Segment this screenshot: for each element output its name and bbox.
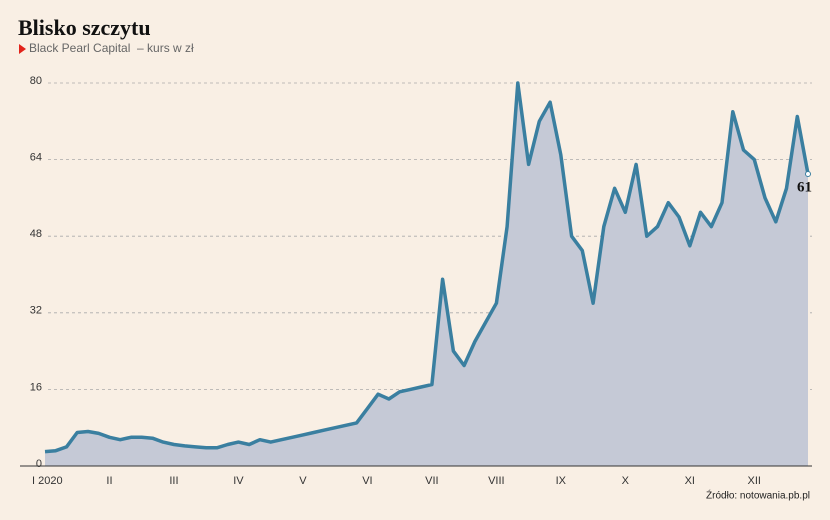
subtitle-marker: [19, 44, 26, 54]
x-tick-label: XII: [748, 475, 761, 487]
x-tick-label: V: [299, 475, 307, 487]
x-tick-label: II: [106, 475, 112, 487]
x-tick-label: III: [169, 475, 178, 487]
end-label: 61: [797, 179, 812, 195]
y-tick-label: 0: [36, 458, 42, 470]
x-tick-label: I 2020: [32, 475, 63, 487]
x-tick-label: XI: [685, 475, 695, 487]
y-tick-label: 16: [30, 381, 42, 393]
y-tick-label: 32: [30, 305, 42, 317]
x-tick-label: VI: [362, 475, 372, 487]
x-tick-label: IX: [556, 475, 567, 487]
y-tick-label: 80: [30, 75, 42, 87]
x-tick-label: IV: [233, 475, 244, 487]
x-tick-label: VIII: [488, 475, 505, 487]
end-point: [805, 170, 811, 177]
line: [44, 81, 810, 454]
chart-title: Blisko szczytu: [18, 15, 151, 40]
source: Źródło: notowania.pb.pl: [706, 489, 810, 502]
area: [45, 83, 808, 466]
subtitle: Black Pearl Capital – kurs w zł: [29, 41, 194, 55]
x-tick-label: X: [622, 475, 630, 487]
x-tick-label: VII: [425, 475, 438, 487]
y-tick-label: 48: [30, 228, 42, 240]
y-tick-label: 64: [30, 152, 42, 164]
